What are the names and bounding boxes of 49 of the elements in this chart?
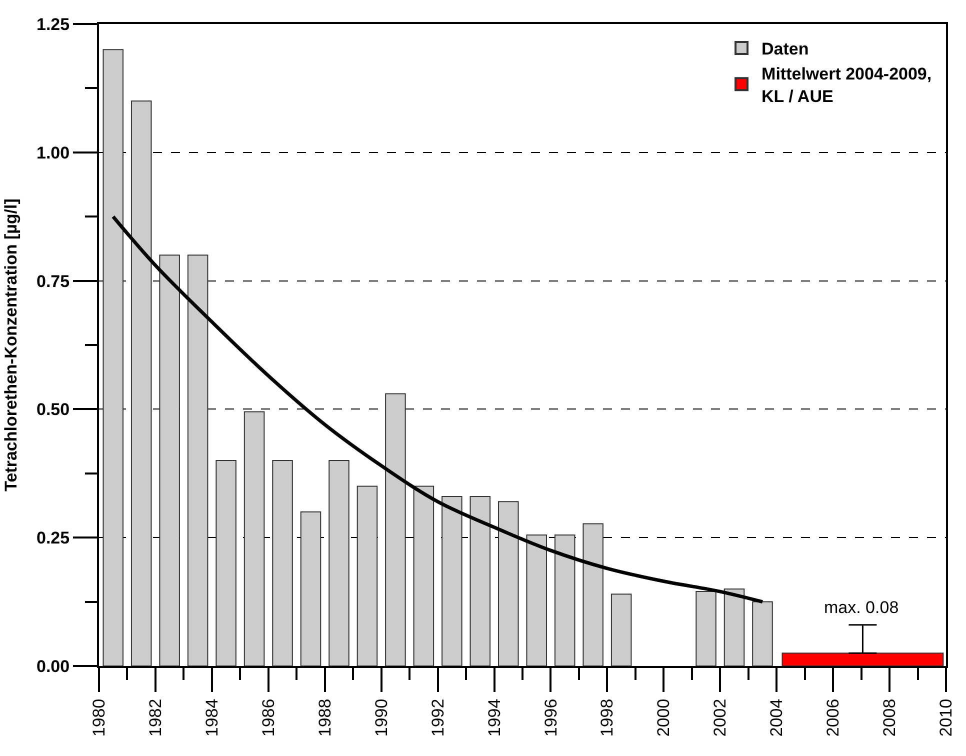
x-tick-label: 2000 (654, 698, 674, 737)
y-tick-label: 0.00 (36, 656, 70, 676)
x-tick-label: 1980 (90, 698, 109, 737)
legend-label: Mittelwert 2004-2009, KL / AUE (762, 64, 932, 106)
bar (442, 496, 462, 666)
x-tick-label: 2004 (767, 698, 786, 737)
x-tick-label: 1992 (428, 698, 448, 737)
x-tick-label: 1986 (258, 698, 278, 737)
bar (216, 460, 236, 666)
x-tick-label: 2008 (880, 698, 900, 737)
legend-label: Daten (762, 40, 809, 59)
x-tick-label: 1990 (372, 698, 391, 737)
x-tick-label: 1996 (541, 698, 560, 737)
bar (272, 460, 293, 666)
bar (470, 496, 491, 666)
bar (724, 588, 745, 666)
x-tick-label: 2002 (710, 698, 730, 737)
x-tick-label: 1994 (484, 698, 504, 737)
bar (130, 100, 152, 666)
y-tick-label: 1.25 (36, 14, 70, 34)
y-tick-label: 0.75 (36, 272, 70, 291)
x-tick-label: 1982 (146, 698, 165, 737)
bar (696, 591, 716, 666)
x-tick-label: 1998 (598, 698, 617, 737)
bar (328, 460, 350, 666)
bar (102, 49, 124, 666)
x-tick-label: 2010 (936, 698, 956, 737)
x-tick-label: 1988 (315, 698, 334, 737)
bar (159, 254, 180, 666)
y-tick-label: 1.00 (36, 143, 70, 162)
bar (526, 534, 547, 666)
bar (582, 523, 604, 666)
y-tick-label: 0.25 (36, 528, 70, 548)
bar (413, 486, 434, 666)
bar (752, 601, 773, 666)
y-axis-title: Tetrachlorethen-Konzentration [µg/l] (2, 198, 21, 492)
bar (498, 501, 519, 666)
bar (782, 652, 944, 666)
x-tick-label: 2006 (824, 698, 843, 737)
bar (385, 393, 406, 666)
bar (610, 594, 632, 666)
bar (244, 411, 265, 666)
annotation: max. 0.08 (824, 598, 899, 617)
x-tick-label: 1984 (202, 698, 222, 737)
bar (554, 534, 576, 666)
bar (187, 254, 208, 666)
bar (300, 511, 322, 666)
bar (356, 486, 378, 666)
y-tick-label: 0.50 (36, 400, 70, 420)
